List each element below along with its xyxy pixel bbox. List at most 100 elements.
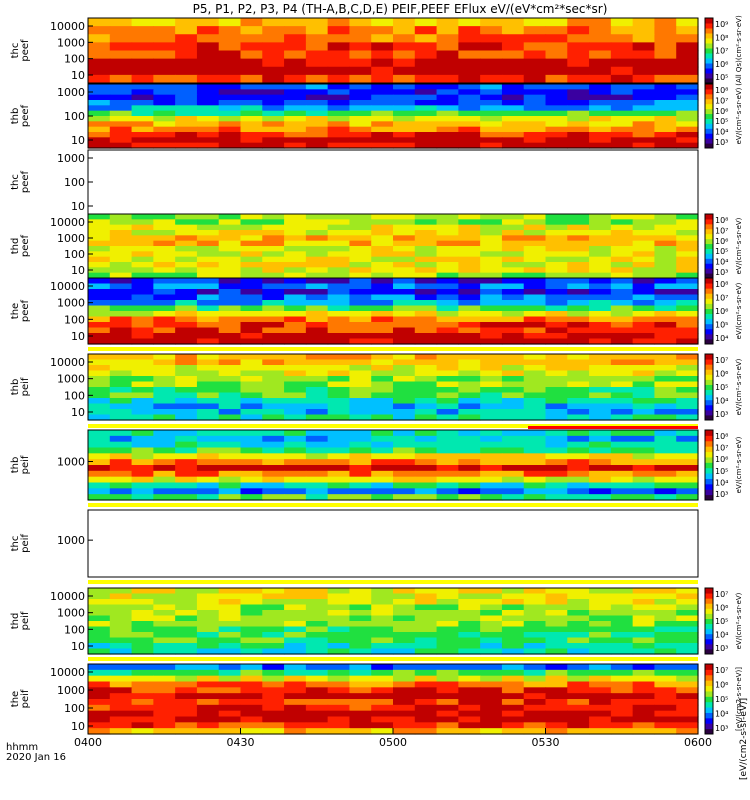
heatmap-cell [436,453,459,460]
heatmap-cell [654,219,677,226]
heatmap-cell [436,18,459,27]
heatmap-cell [88,338,111,345]
heatmap-cell [458,262,481,268]
heatmap-cell [305,58,329,68]
colorbar-tick-label: 10⁸ [715,280,728,289]
heatmap-cell [458,50,481,60]
heatmap-cell [175,637,198,644]
heatmap-cell [175,94,198,101]
heatmap-cell [632,409,656,416]
heatmap-cell [218,294,242,301]
heatmap-cell [131,18,154,27]
heatmap-cell [480,441,503,449]
heatmap-cell [393,615,416,622]
heatmap-cell [676,300,699,307]
heatmap-cell [414,214,438,220]
heatmap-cell [458,593,481,600]
heatmap-cell [284,687,307,694]
heatmap-cell [458,251,481,258]
heatmap-cell [240,289,263,296]
heatmap-cell [436,100,459,106]
heatmap-cell [153,430,176,437]
heatmap-cell [218,387,242,394]
panel-label: peef [20,299,31,322]
heatmap-cell [414,116,438,122]
heatmap-cell [88,664,111,671]
colorbar-swatch [705,669,713,676]
heatmap-cell [393,219,416,226]
heatmap-cell [654,604,677,611]
heatmap-cell [414,710,438,718]
heatmap-cell [284,482,307,489]
heatmap-cell [218,126,242,133]
heatmap-cell [175,430,198,437]
heatmap-cell [589,235,612,242]
heatmap-cell [480,593,503,600]
heatmap-cell [196,240,220,247]
heatmap-cell [240,392,263,399]
heatmap-cell [218,42,242,52]
heatmap-cell [458,453,481,460]
heatmap-cell [371,435,394,443]
heatmap-cell [545,470,568,478]
heatmap-cell [676,74,699,84]
heatmap-cell [610,18,634,27]
heatmap-cell [632,430,656,437]
heatmap-cell [545,710,568,718]
heatmap-cell [393,121,416,128]
heatmap-cell [393,643,416,650]
heatmap-cell [371,381,394,388]
heatmap-cell [349,316,372,323]
heatmap-cell [153,267,176,274]
heatmap-cell [632,110,656,117]
heatmap-cell [284,441,307,449]
heatmap-cell [218,637,242,644]
heatmap-cell [567,648,590,655]
heatmap-cell [262,322,285,329]
heatmap-cell [196,246,220,252]
heatmap-cell [262,110,285,117]
heatmap-cell [196,230,220,236]
heatmap-cell [349,126,372,133]
heatmap-cell [153,488,176,495]
heatmap-cell [654,246,677,252]
heatmap-cell [676,476,699,484]
heatmap-cell [349,722,372,729]
heatmap-cell [632,338,656,345]
heatmap-cell [567,482,590,489]
heatmap-cell [567,643,590,650]
heatmap-cell [480,632,503,639]
heatmap-cell [414,230,438,236]
heatmap-cell [305,604,329,611]
heatmap-cell [109,693,133,700]
heatmap-cell [284,648,307,655]
heatmap-cell [218,370,242,377]
heatmap-cell [305,476,329,484]
heatmap-cell [589,435,612,443]
heatmap-cell [349,699,372,706]
heatmap-cell [153,105,176,112]
heatmap-cell [480,132,503,138]
heatmap-cell [284,84,307,90]
heatmap-cell [610,381,634,388]
colorbar-tick-label: 10³ [715,724,728,733]
heatmap-cell [436,398,459,405]
heatmap-cell [458,716,481,723]
heatmap-cell [632,34,656,43]
heatmap-cell [589,430,612,437]
heatmap-cell [327,235,351,242]
heatmap-cell [545,398,568,405]
heatmap-cell [523,643,547,650]
heatmap-cell [153,305,176,312]
heatmap-cell [589,262,612,268]
colorbar-swatch [705,248,713,254]
heatmap-cell [371,704,394,712]
heatmap-cell [284,494,307,501]
heatmap-cell [349,610,372,617]
heatmap-cell [196,278,220,285]
heatmap-cell [545,50,568,60]
heatmap-cell [654,256,677,263]
heatmap-cell [480,669,503,677]
y-tick-label: 1000 [57,534,85,547]
heatmap-cell [654,610,677,617]
